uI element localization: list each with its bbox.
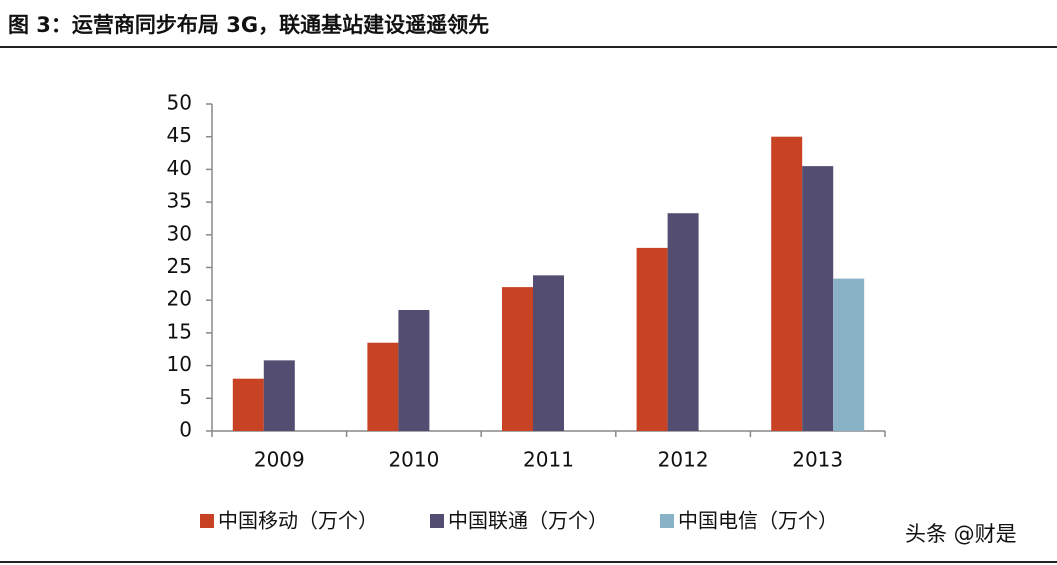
y-tick-label: 35 bbox=[167, 189, 192, 213]
x-tick-label: 2013 bbox=[792, 448, 843, 472]
chart-title: 图 3：运营商同步布局 3G，联通基站建设遥遥领先 bbox=[8, 13, 489, 37]
bar bbox=[398, 310, 430, 431]
bar bbox=[802, 166, 834, 431]
x-tick-label: 2011 bbox=[523, 448, 574, 472]
bar bbox=[667, 213, 699, 431]
x-tick-label: 2010 bbox=[388, 448, 439, 472]
y-tick-label: 10 bbox=[167, 352, 192, 376]
x-tick-label: 2012 bbox=[658, 448, 709, 472]
bar bbox=[833, 278, 865, 431]
y-tick-label: 20 bbox=[167, 287, 192, 311]
bar bbox=[533, 275, 564, 431]
y-tick-label: 45 bbox=[167, 123, 192, 147]
legend-label: 中国电信（万个） bbox=[678, 509, 838, 533]
legend-swatch bbox=[660, 514, 674, 528]
y-tick-label: 15 bbox=[167, 319, 192, 343]
legend-swatch bbox=[200, 514, 214, 528]
legend-swatch bbox=[430, 514, 444, 528]
bar bbox=[232, 378, 264, 431]
y-tick-label: 0 bbox=[179, 418, 192, 442]
bar bbox=[636, 247, 668, 431]
x-tick-label: 2009 bbox=[254, 448, 305, 472]
y-tick-label: 50 bbox=[167, 91, 192, 115]
y-tick-label: 30 bbox=[167, 221, 192, 245]
legend-label: 中国移动（万个） bbox=[218, 509, 378, 533]
y-tick-label: 5 bbox=[179, 385, 192, 409]
bar bbox=[263, 360, 295, 431]
bar bbox=[502, 287, 533, 431]
bar bbox=[771, 136, 803, 431]
watermark: 头条 @财是 bbox=[905, 522, 1017, 546]
legend-label: 中国联通（万个） bbox=[448, 509, 608, 533]
y-tick-label: 25 bbox=[167, 254, 192, 278]
y-tick-label: 40 bbox=[167, 156, 192, 180]
bar bbox=[367, 342, 399, 431]
